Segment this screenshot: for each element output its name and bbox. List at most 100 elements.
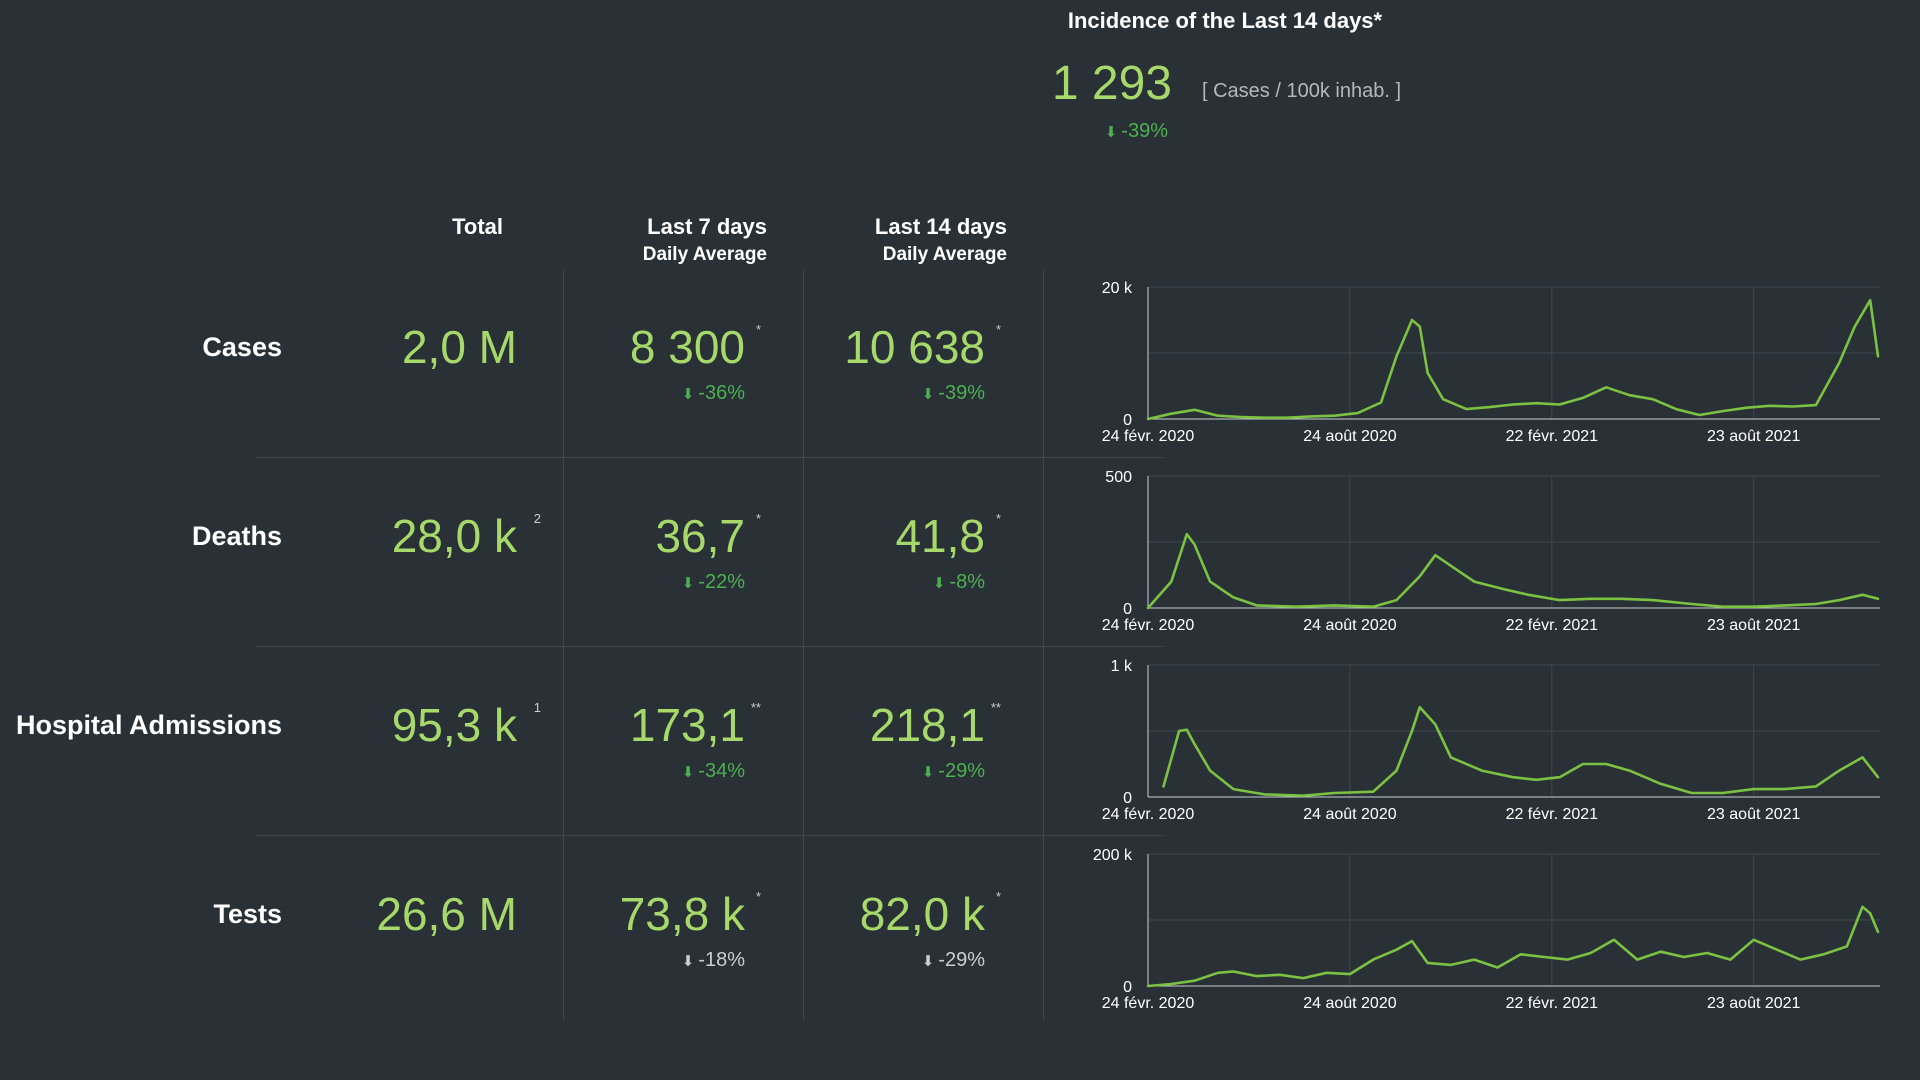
data-point	[1294, 605, 1297, 608]
last7-value-text: 173,1	[629, 699, 745, 751]
data-point	[1395, 948, 1398, 951]
last7-value-footnote: **	[750, 700, 761, 715]
data-point	[1582, 763, 1584, 765]
arrow-down-icon: ⬇	[681, 386, 695, 403]
data-point	[1784, 788, 1786, 790]
y-tick-label: 20 k	[1102, 280, 1133, 297]
data-point	[1411, 319, 1413, 321]
data-point	[1558, 599, 1561, 601]
data-point	[1325, 972, 1328, 974]
last14-change: ⬇ -8%	[933, 571, 985, 594]
last7-value: 8 300 *	[630, 320, 761, 374]
data-point	[1815, 603, 1817, 605]
column-header-last7-subtitle: Daily Average	[642, 244, 767, 265]
data-point	[1846, 945, 1848, 948]
last14-change-text: -29%	[938, 760, 985, 782]
data-point	[1147, 607, 1149, 609]
data-point	[1286, 416, 1289, 419]
x-tick-label: 22 févr. 2021	[1506, 428, 1599, 445]
last7-change: ⬇ -36%	[682, 382, 745, 405]
data-point	[1356, 412, 1359, 414]
data-point	[1411, 940, 1413, 942]
last7-value: 73,8 k *	[619, 887, 761, 941]
row-divider	[255, 646, 1163, 647]
total-value-text: 26,6 M	[376, 888, 517, 940]
x-tick-label: 24 août 2020	[1303, 995, 1397, 1012]
last14-value: 218,1 **	[870, 698, 1001, 752]
data-point	[1333, 604, 1336, 607]
data-point	[1465, 408, 1468, 410]
x-tick-label: 23 août 2021	[1707, 995, 1801, 1012]
last14-value-footnote: *	[995, 889, 1001, 904]
data-point	[1147, 418, 1149, 420]
data-point	[1861, 756, 1864, 759]
data-point	[1620, 597, 1623, 600]
data-point	[1877, 776, 1879, 778]
data-point	[1372, 790, 1375, 793]
data-point	[1535, 402, 1538, 404]
data-point	[1450, 564, 1452, 567]
last14-value: 10 638 *	[844, 320, 1001, 374]
last7-value: 36,7 *	[655, 509, 761, 563]
data-point	[1426, 962, 1429, 964]
data-point	[1683, 956, 1685, 958]
data-point	[1877, 597, 1879, 600]
total-value-footnote: 2	[533, 511, 541, 526]
data-point	[1543, 956, 1545, 958]
data-point	[1651, 398, 1654, 401]
data-point	[1558, 403, 1561, 406]
data-point	[1861, 594, 1864, 596]
column-header-last7: Last 7 days Daily Average	[643, 214, 767, 266]
data-point	[1263, 793, 1266, 796]
row-label: Deaths	[192, 521, 282, 552]
arrow-down-icon: ⬇	[1104, 124, 1118, 141]
data-point	[1706, 952, 1708, 954]
data-point	[1442, 398, 1444, 401]
last14-value-text: 10 638	[844, 321, 985, 373]
data-point	[1815, 785, 1817, 788]
data-point	[1721, 410, 1724, 412]
x-tick-label: 24 août 2020	[1303, 428, 1397, 445]
data-point	[1178, 730, 1180, 732]
last7-value-footnote: *	[755, 322, 761, 337]
last7-change: ⬇ -22%	[682, 571, 745, 594]
data-point	[1232, 788, 1235, 790]
data-point	[1776, 948, 1778, 951]
data-point	[1419, 706, 1421, 709]
data-point	[1659, 783, 1662, 785]
data-point	[1193, 979, 1196, 982]
data-point	[1411, 730, 1413, 732]
last7-value-text: 73,8 k	[619, 888, 745, 940]
row-label: Tests	[213, 899, 282, 930]
row-label: Cases	[202, 332, 282, 363]
data-point	[1690, 603, 1693, 605]
data-point	[1333, 414, 1336, 417]
data-point	[1784, 604, 1786, 607]
data-point	[1815, 404, 1817, 406]
last14-change-text: -29%	[938, 949, 985, 971]
data-point	[1690, 792, 1693, 794]
y-tick-label: 1 k	[1111, 658, 1133, 675]
data-point	[1310, 415, 1312, 418]
data-point	[1450, 964, 1452, 966]
data-point	[1752, 939, 1755, 941]
column-header-last7-title: Last 7 days	[647, 214, 767, 239]
row-divider	[255, 457, 1163, 458]
x-tick-label: 23 août 2021	[1707, 428, 1801, 445]
x-tick-label: 24 févr. 2020	[1102, 806, 1195, 823]
data-point	[1186, 728, 1188, 731]
column-divider	[1043, 270, 1044, 1020]
data-point	[1721, 605, 1724, 608]
x-tick-label: 24 févr. 2020	[1102, 995, 1195, 1012]
data-point	[1349, 973, 1351, 975]
data-point	[1799, 958, 1802, 961]
x-tick-label: 22 févr. 2021	[1506, 806, 1599, 823]
data-point	[1628, 769, 1631, 772]
last14-change: ⬇ -39%	[922, 382, 985, 405]
total-value: 2,0 M	[402, 320, 517, 374]
last14-value-footnote: *	[995, 322, 1001, 337]
data-point	[1589, 952, 1592, 954]
data-point	[1675, 408, 1677, 410]
last7-value-footnote: *	[755, 889, 761, 904]
data-point	[1279, 973, 1281, 976]
